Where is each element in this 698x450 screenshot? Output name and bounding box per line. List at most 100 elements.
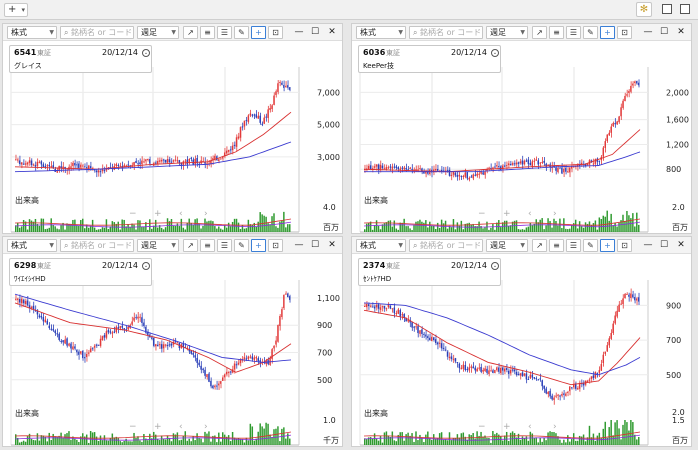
nav-button[interactable]: + [503,209,511,219]
close-icon[interactable]: ✕ [328,240,336,250]
toggle-icon[interactable]: ⌄ [491,49,499,57]
volume-bar [186,440,188,445]
period-select[interactable]: 週足 ▼ [137,26,179,39]
minimize-icon[interactable]: — [294,240,304,250]
market-select[interactable]: 株式 ▼ [7,26,57,39]
add-chart-button[interactable]: + ▾ [4,3,28,17]
maximize-icon[interactable]: ☐ [310,240,320,250]
volume-bar [580,436,583,445]
candle [563,393,565,395]
pencil-icon[interactable]: ✎ [234,239,249,252]
close-icon[interactable]: ✕ [328,27,336,37]
stock-chart[interactable]: 90070050018/04/0219/01/0419/10/0720/07/0… [352,254,693,448]
indicator-list-icon[interactable]: ≡ [200,26,215,39]
crosshair-icon[interactable]: + [251,239,266,252]
crosshair-icon[interactable]: + [600,26,615,39]
market-select[interactable]: 株式 ▼ [356,26,406,39]
nav-button[interactable]: › [204,209,208,219]
period-select[interactable]: 週足 ▼ [486,239,528,252]
nav-button[interactable]: › [204,422,208,432]
minimize-icon[interactable]: — [643,27,653,37]
expand-icon[interactable]: ↗ [532,239,547,252]
nav-button[interactable]: − [478,422,486,432]
nav-button[interactable]: ‹ [179,209,183,219]
market-select[interactable]: 株式 ▼ [356,239,406,252]
date-label: 20/12/14 [102,261,138,270]
stock-chart[interactable]: 2,0001,6001,20080018/04/0219/01/0419/10/… [352,41,693,235]
toggle-icon[interactable]: ⌄ [491,262,499,270]
volume-bar [500,436,502,445]
candle [367,304,370,307]
candle [89,166,92,169]
volume-bar [192,224,194,232]
volume-bar [212,221,214,232]
indicator-list-icon[interactable]: ≡ [549,26,564,39]
nav-button[interactable]: › [553,422,557,432]
maximize-icon[interactable]: ☐ [659,240,669,250]
indicator-list-icon[interactable]: ≡ [200,239,215,252]
crosshair-icon[interactable]: + [251,26,266,39]
toggle-icon[interactable]: ⌄ [142,262,150,270]
minimize-icon[interactable]: — [294,27,304,37]
volume-bar [434,439,437,445]
search-icon: ⌕ [64,28,72,37]
volume-bar [421,438,423,445]
close-window-button[interactable] [680,4,690,14]
candle [411,322,413,328]
search-input[interactable]: ⌕ 銘柄名 or コード [60,239,134,252]
period-select[interactable]: 週足 ▼ [137,239,179,252]
period-select[interactable]: 週足 ▼ [486,26,528,39]
search-input[interactable]: ⌕ 銘柄名 or コード [60,26,134,39]
maximize-icon[interactable]: ☐ [659,27,669,37]
camera-icon[interactable]: ⊡ [617,26,632,39]
minimize-icon[interactable]: — [643,240,653,250]
nav-button[interactable]: + [154,422,162,432]
nav-button[interactable]: + [154,209,162,219]
maximize-icon[interactable]: ☐ [310,27,320,37]
toggle-icon[interactable]: ⌄ [142,49,150,57]
expand-icon[interactable]: ↗ [183,239,198,252]
nav-button[interactable]: + [503,422,511,432]
nav-button[interactable]: › [553,209,557,219]
volume-bar [227,222,230,232]
camera-icon[interactable]: ⊡ [268,26,283,39]
nav-button[interactable]: − [129,422,137,432]
volume-bar [192,436,194,445]
candle [551,395,553,400]
lines-icon[interactable]: ☰ [566,239,581,252]
nav-button[interactable]: ‹ [528,209,532,219]
lines-icon[interactable]: ☰ [566,26,581,39]
stock-chart[interactable]: 7,0005,0003,00018/04/0219/01/0419/10/072… [3,41,344,235]
nav-button[interactable]: − [478,209,486,219]
pencil-icon[interactable]: ✎ [583,239,598,252]
market-select[interactable]: 株式 ▼ [7,239,57,252]
lines-icon[interactable]: ☰ [217,26,232,39]
volume-bar [85,434,88,445]
expand-icon[interactable]: ↗ [532,26,547,39]
volume-bar [537,222,539,232]
crosshair-icon[interactable]: + [600,239,615,252]
candle [32,164,35,166]
restore-window-button[interactable] [662,4,672,14]
camera-icon[interactable]: ⊡ [268,239,283,252]
close-icon[interactable]: ✕ [677,27,685,37]
close-icon[interactable]: ✕ [677,240,685,250]
search-input[interactable]: ⌕ 銘柄名 or コード [409,26,483,39]
stock-chart[interactable]: 1,10090070050018/04/0219/01/0419/10/0720… [3,254,344,448]
indicator-list-icon[interactable]: ≡ [549,239,564,252]
search-input[interactable]: ⌕ 銘柄名 or コード [409,239,483,252]
pencil-icon[interactable]: ✎ [583,26,598,39]
volume-bar [543,437,545,445]
chart-pane: 株式 ▼ ⌕ 銘柄名 or コード 週足 ▼ ↗ ≡ ☰ ✎ + ⊡ — ☐ ✕ 6… [2,236,343,447]
price-tick-label: 800 [666,165,681,174]
volume-bar [423,442,425,445]
candle [182,161,185,166]
pencil-icon[interactable]: ✎ [234,26,249,39]
camera-icon[interactable]: ⊡ [617,239,632,252]
nav-button[interactable]: ‹ [179,422,183,432]
expand-icon[interactable]: ↗ [183,26,198,39]
gear-icon[interactable]: ✻ [636,2,652,17]
nav-button[interactable]: − [129,209,137,219]
lines-icon[interactable]: ☰ [217,239,232,252]
nav-button[interactable]: ‹ [528,422,532,432]
